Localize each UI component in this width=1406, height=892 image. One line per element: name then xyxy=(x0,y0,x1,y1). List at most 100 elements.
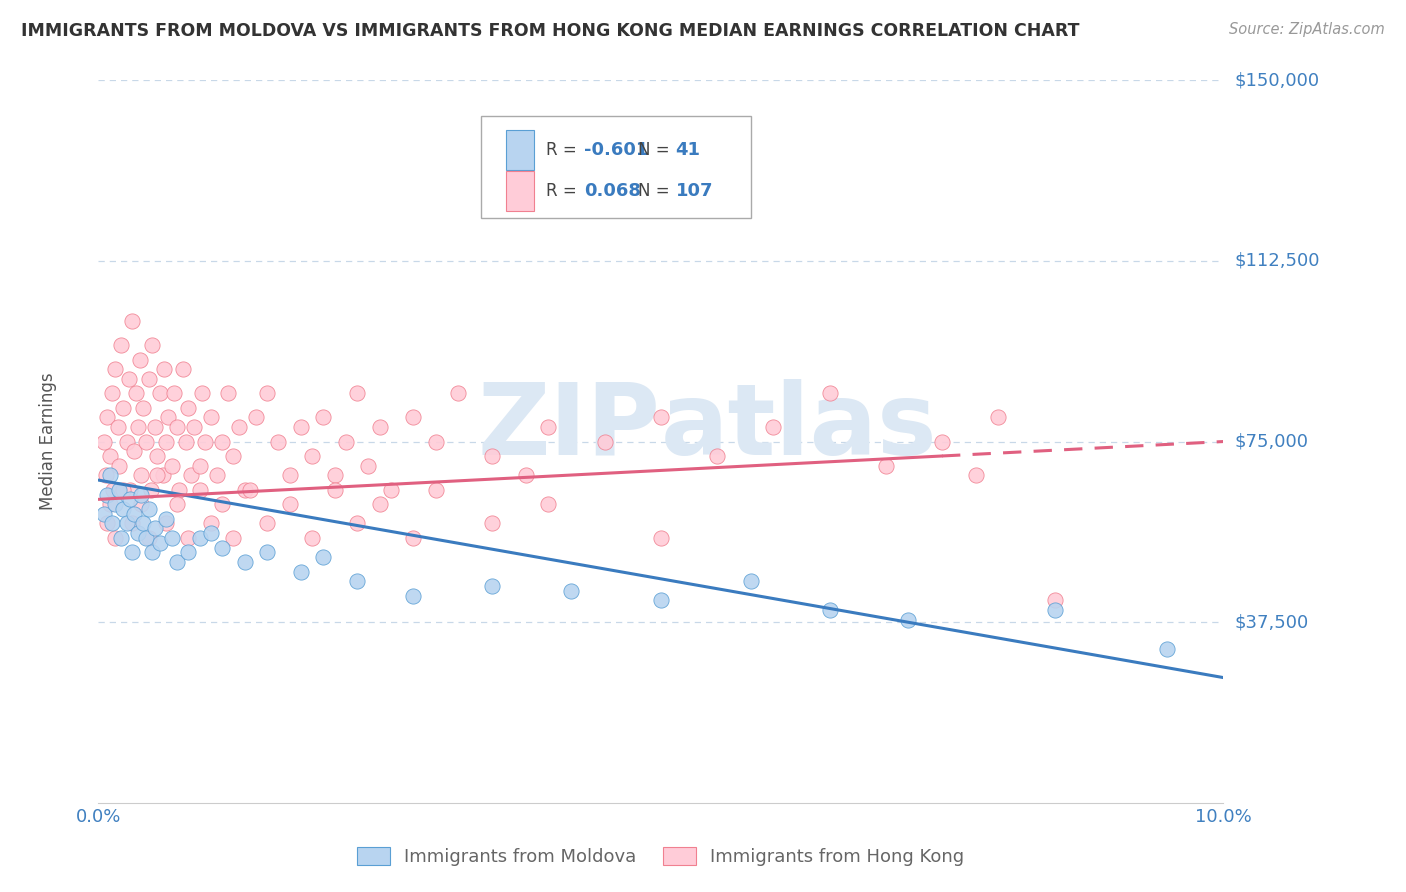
Point xyxy=(110,338,132,352)
Point xyxy=(172,362,194,376)
Point xyxy=(211,497,233,511)
Point xyxy=(129,352,152,367)
Point xyxy=(346,516,368,531)
Point xyxy=(132,401,155,415)
Text: $75,000: $75,000 xyxy=(1234,433,1309,450)
Point xyxy=(132,516,155,531)
Point xyxy=(101,483,124,497)
Point xyxy=(138,502,160,516)
Point xyxy=(107,420,129,434)
Point xyxy=(112,401,135,415)
Point xyxy=(211,541,233,555)
Point xyxy=(166,420,188,434)
Point xyxy=(141,545,163,559)
Point xyxy=(169,483,191,497)
Text: Median Earnings: Median Earnings xyxy=(39,373,56,510)
FancyBboxPatch shape xyxy=(481,117,751,218)
Point xyxy=(149,386,172,401)
Point xyxy=(141,483,163,497)
Point xyxy=(96,487,118,501)
Point xyxy=(200,526,222,541)
Point xyxy=(301,449,323,463)
Point xyxy=(149,535,172,549)
Point xyxy=(222,449,245,463)
Point xyxy=(762,420,785,434)
Point xyxy=(177,401,200,415)
Point xyxy=(152,468,174,483)
Point xyxy=(107,458,129,473)
Point xyxy=(228,420,250,434)
Point xyxy=(987,410,1010,425)
Point xyxy=(200,410,222,425)
Text: $112,500: $112,500 xyxy=(1234,252,1320,270)
Point xyxy=(256,386,278,401)
Bar xyxy=(506,171,534,211)
Point xyxy=(267,434,290,449)
Point xyxy=(135,434,157,449)
Point xyxy=(650,593,672,607)
Point xyxy=(104,362,127,376)
Text: R =: R = xyxy=(546,141,582,159)
Point xyxy=(121,545,143,559)
Text: Source: ZipAtlas.com: Source: ZipAtlas.com xyxy=(1229,22,1385,37)
Point xyxy=(875,458,897,473)
Point xyxy=(233,483,256,497)
Point xyxy=(93,507,115,521)
Point xyxy=(650,410,672,425)
Point xyxy=(143,521,166,535)
Point xyxy=(402,589,425,603)
Point xyxy=(107,483,129,497)
Point xyxy=(104,497,127,511)
Point xyxy=(256,516,278,531)
Point xyxy=(157,410,180,425)
Point xyxy=(155,511,177,525)
Point xyxy=(357,458,380,473)
Point xyxy=(380,483,402,497)
Point xyxy=(177,545,200,559)
Point xyxy=(515,468,537,483)
Point xyxy=(96,468,118,483)
Point xyxy=(323,468,346,483)
Point xyxy=(143,420,166,434)
Point xyxy=(98,449,121,463)
Point xyxy=(481,579,503,593)
Point xyxy=(129,487,152,501)
Point xyxy=(217,386,239,401)
Point xyxy=(160,531,183,545)
Point xyxy=(278,468,301,483)
Point xyxy=(205,468,228,483)
Point xyxy=(93,434,115,449)
Text: ZIP: ZIP xyxy=(478,378,661,475)
Point xyxy=(931,434,953,449)
Point xyxy=(312,550,335,565)
Point xyxy=(146,468,169,483)
Point xyxy=(129,497,152,511)
Point xyxy=(115,516,138,531)
Point xyxy=(402,531,425,545)
Point xyxy=(256,545,278,559)
Text: 41: 41 xyxy=(675,141,700,159)
Point xyxy=(127,526,149,541)
Point xyxy=(368,497,391,511)
Point xyxy=(245,410,267,425)
Legend: Immigrants from Moldova, Immigrants from Hong Kong: Immigrants from Moldova, Immigrants from… xyxy=(350,839,972,873)
Point xyxy=(593,434,616,449)
Point xyxy=(368,420,391,434)
Point xyxy=(560,583,582,598)
Point xyxy=(650,531,672,545)
Point xyxy=(481,449,503,463)
Point xyxy=(138,372,160,386)
Point xyxy=(127,420,149,434)
Point xyxy=(174,434,197,449)
Point xyxy=(138,531,160,545)
Point xyxy=(166,555,188,569)
Point xyxy=(290,420,312,434)
Point xyxy=(177,531,200,545)
Point xyxy=(166,497,188,511)
Point xyxy=(118,483,141,497)
Point xyxy=(239,483,262,497)
Point xyxy=(537,420,560,434)
Point xyxy=(402,410,425,425)
Point xyxy=(818,603,841,617)
Point xyxy=(1043,593,1066,607)
